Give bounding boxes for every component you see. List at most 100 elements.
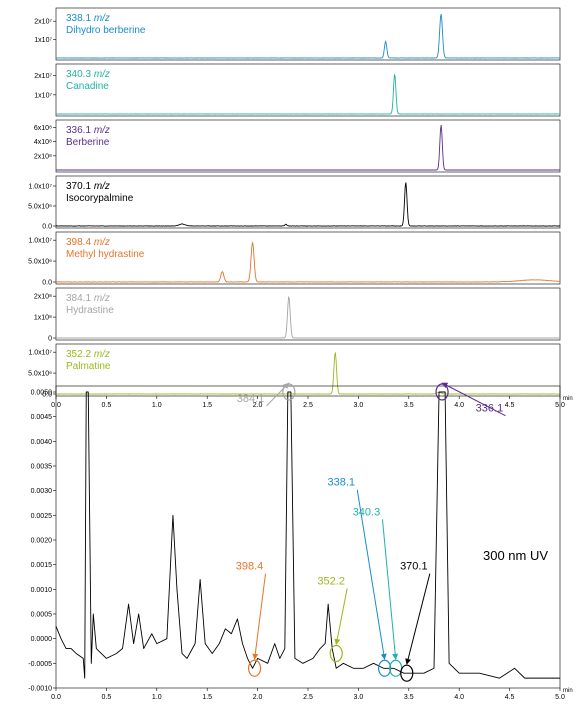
panel-frame: [55, 119, 561, 173]
y-tick-label: 5.0x10⁶: [28, 371, 52, 378]
uv-x-tick-label: 5.0: [555, 694, 565, 701]
compound-name: Canadine: [66, 81, 109, 92]
peak-circle: [400, 664, 414, 682]
peak-annotation-352.2: 352.2: [317, 575, 348, 663]
peak-label: 338.1: [327, 477, 355, 489]
panel-frame: [55, 175, 561, 229]
peak-label: 352.2: [317, 575, 345, 587]
peak-annotation-336.1: 336.1: [435, 382, 506, 417]
mz-label: 340.3 m/z: [66, 69, 110, 80]
mz-label: 352.2 m/z: [66, 349, 110, 360]
uv-y-tick-label: 0.0045: [31, 414, 53, 421]
y-tick-label: 0.0: [42, 392, 52, 399]
uv-x-tick-label: 0.0: [51, 694, 61, 701]
y-tick-label: 1.0x10⁷: [28, 350, 52, 357]
uv-x-tick-label: 2.5: [303, 694, 313, 701]
uv-x-tick-label: 3.5: [404, 694, 414, 701]
peak-arrow: [441, 382, 506, 417]
y-tick-label: 6x10⁸: [34, 125, 52, 132]
compound-name: Berberine: [66, 137, 110, 148]
ion-trace-370.1: [55, 182, 561, 227]
panel-frame: [55, 63, 561, 117]
uv-x-tick-label: 4.5: [505, 694, 515, 701]
y-tick-label: 4x10⁸: [34, 139, 52, 146]
uv-x-tick-label: 1.0: [152, 694, 162, 701]
uv-y-tick-label: -0.0010: [28, 686, 52, 693]
uv-x-tick-label: 3.0: [354, 694, 364, 701]
mz-label: 398.4 m/z: [66, 237, 110, 248]
y-tick-label: 1x10⁸: [34, 315, 52, 322]
peak-label: 340.3: [353, 506, 381, 518]
ion-trace-384.1: [56, 295, 560, 339]
uv-y-tick-label: 0.0030: [31, 488, 53, 495]
uv-y-tick-label: -0.0005: [28, 661, 52, 668]
mz-label: 370.1 m/z: [66, 181, 110, 192]
y-tick-label: 1.0x10⁷: [28, 238, 52, 245]
uv-annotation: 300 nm UV: [483, 548, 548, 563]
mz-label: 338.1 m/z: [66, 13, 110, 24]
x-tick-label: 2.5: [303, 402, 313, 409]
peak-arrow: [381, 519, 399, 660]
ion-trace-336.1: [56, 124, 560, 171]
mz-label: 336.1 m/z: [66, 125, 110, 136]
peak-annotation-384.1: 384.1: [237, 382, 296, 407]
uv-trace-panel: 0.00500.00450.00400.00350.00300.00250.00…: [28, 382, 573, 701]
uv-y-tick-label: 0.0040: [31, 439, 53, 446]
y-tick-label: 2x10⁷: [34, 19, 52, 26]
compound-name: Methyl hydrastine: [66, 249, 145, 260]
y-tick-label: 1.0x10⁷: [28, 184, 52, 191]
x-tick-label: 0.5: [102, 402, 112, 409]
x-tick-label: 4.5: [505, 402, 515, 409]
peak-label: 370.1: [400, 561, 428, 573]
y-tick-label: 0.0: [42, 224, 52, 231]
y-tick-label: 2x10⁸: [34, 153, 52, 160]
uv-x-tick-label: 1.5: [202, 694, 212, 701]
peak-annotation-398.4: 398.4: [236, 561, 267, 677]
panel-frame: [55, 287, 561, 341]
uv-y-tick-label: 0.0015: [31, 562, 53, 569]
y-tick-label: 0.0: [42, 280, 52, 287]
y-tick-label: 1x10⁷: [34, 37, 52, 44]
peak-annotation-340.3: 340.3: [353, 506, 403, 677]
panel-frame: [55, 231, 561, 285]
uv-x-unit-label: min: [563, 688, 573, 694]
x-unit-label: min: [563, 396, 573, 402]
peak-arrow: [252, 573, 267, 660]
y-tick-label: 5.0x10⁶: [28, 259, 52, 266]
peak-annotation-370.1: 370.1: [400, 561, 431, 682]
peak-arrow: [334, 588, 348, 646]
peak-circle: [329, 644, 343, 663]
peak-circle: [378, 659, 392, 677]
compound-name: Palmatine: [66, 361, 111, 372]
peak-arrow: [356, 489, 387, 660]
uv-y-tick-label: 0.0050: [31, 390, 53, 397]
uv-y-tick-label: 0.0010: [31, 587, 53, 594]
x-tick-label: 3.5: [404, 402, 414, 409]
y-tick-label: 5.0x10⁶: [28, 204, 52, 211]
y-tick-label: 0: [48, 336, 52, 343]
peak-arrow: [405, 573, 431, 665]
peak-arrow: [266, 382, 290, 407]
uv-y-tick-label: 0.0020: [31, 538, 53, 545]
uv-y-tick-label: 0.0035: [31, 464, 53, 471]
peak-annotation-338.1: 338.1: [327, 477, 392, 677]
compound-name: Isocorypalmine: [66, 193, 134, 204]
ion-trace-340.3: [56, 73, 561, 115]
y-tick-label: 1x10⁷: [34, 92, 52, 99]
uv-x-tick-label: 4.0: [454, 694, 464, 701]
x-tick-label: 1.5: [202, 402, 212, 409]
peak-circle: [247, 659, 262, 677]
panel-frame: [55, 7, 561, 61]
uv-x-tick-label: 2.0: [253, 694, 263, 701]
y-tick-label: 2x10⁷: [34, 73, 52, 80]
y-tick-label: 2x10⁸: [34, 294, 52, 301]
x-tick-label: 1.0: [152, 402, 162, 409]
